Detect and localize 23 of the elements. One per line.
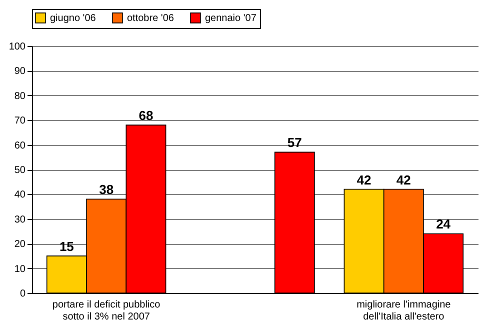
data-label: 15 xyxy=(59,238,74,254)
x-tick-label: portare il deficit pubblico sotto il 3% nel 2007 xyxy=(52,300,161,322)
y-tick-label: 10 xyxy=(14,264,26,275)
data-label: 57 xyxy=(287,135,302,150)
legend-label: gennaio '07 xyxy=(205,12,257,24)
y-tick-label: 30 xyxy=(14,214,26,226)
data-label: 38 xyxy=(99,182,114,198)
y-tick-label: 0 xyxy=(20,288,26,300)
data-label: 68 xyxy=(138,108,154,124)
y-tick-label: 70 xyxy=(14,116,26,127)
data-label: 42 xyxy=(356,172,372,188)
x-tick-label: migliorare l'immagine dell'Italia all'estero xyxy=(356,300,452,322)
y-tick-label: 90 xyxy=(14,66,26,78)
y-tick-label: 100 xyxy=(8,42,26,52)
data-label: 42 xyxy=(396,172,411,188)
legend-label: giugno '06 xyxy=(50,12,96,24)
y-tick-label: 50 xyxy=(14,165,26,176)
data-label: 24 xyxy=(436,216,452,232)
y-tick-label: 20 xyxy=(14,239,26,250)
y-tick-label: 60 xyxy=(14,140,26,152)
y-tick-label: 80 xyxy=(14,90,26,102)
legend-label: ottobre '06 xyxy=(127,12,174,24)
y-tick-label: 40 xyxy=(14,190,26,201)
